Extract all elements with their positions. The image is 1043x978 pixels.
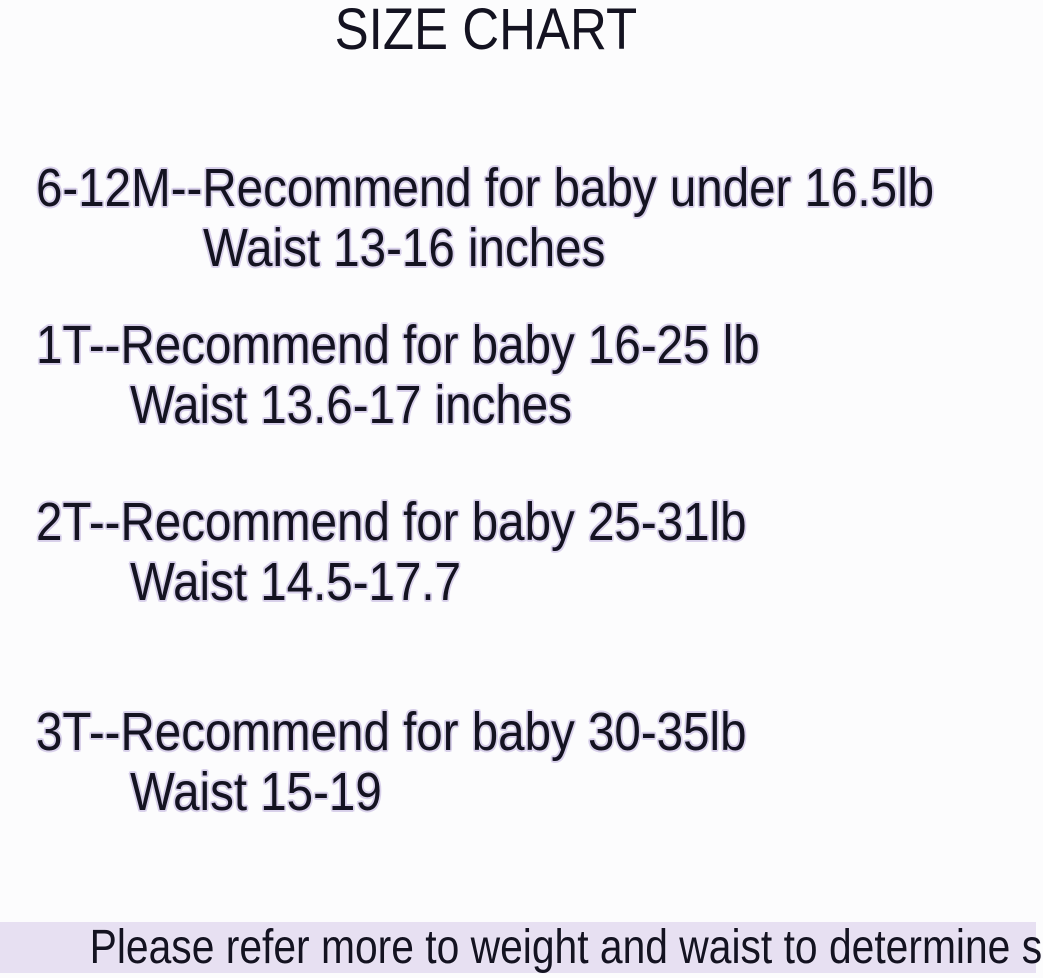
size-list: 6-12M--Recommend for baby under 16.5lb W… — [0, 158, 1043, 822]
size-waist-text: Waist 13-16 inches — [203, 218, 606, 278]
size-recommend-text: 3T--Recommend for baby 30-35lb — [36, 702, 747, 762]
size-item-3t: 3T--Recommend for baby 30-35lb Waist 15-… — [36, 702, 1043, 822]
size-item-6-12m: 6-12M--Recommend for baby under 16.5lb W… — [36, 158, 1043, 278]
size-waist-text: Waist 13.6-17 inches — [130, 375, 572, 435]
size-item-1t: 1T--Recommend for baby 16-25 lb Waist 13… — [36, 315, 1043, 435]
footer-note: Please refer more to weight and waist to… — [89, 921, 1043, 974]
size-recommend-text: 2T--Recommend for baby 25-31lb — [36, 492, 747, 552]
page-title: SIZE CHART — [334, 0, 637, 62]
size-item-2t: 2T--Recommend for baby 25-31lb Waist 14.… — [36, 492, 1043, 612]
footer-note-band: Please refer more to weight and waist to… — [0, 922, 1043, 973]
size-recommend-text: 1T--Recommend for baby 16-25 lb — [36, 315, 760, 375]
size-waist-text: Waist 14.5-17.7 — [130, 552, 462, 612]
size-recommend-text: 6-12M--Recommend for baby under 16.5lb — [36, 158, 935, 218]
size-waist-text: Waist 15-19 — [130, 762, 382, 822]
page-title-row: SIZE CHART — [0, 0, 1043, 60]
